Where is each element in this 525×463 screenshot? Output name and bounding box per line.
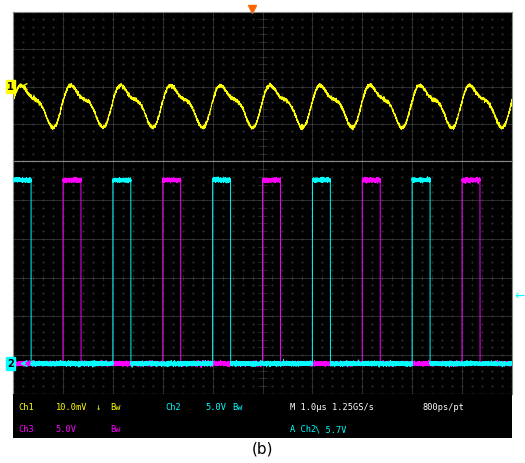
- Text: 5.0V: 5.0V: [205, 403, 226, 413]
- Text: Ch1: Ch1: [18, 403, 34, 413]
- Text: Bw: Bw: [110, 425, 121, 434]
- Text: 1: 1: [7, 81, 14, 92]
- Text: \ 5.7V: \ 5.7V: [315, 425, 346, 434]
- Text: Ch3: Ch3: [18, 425, 34, 434]
- Text: A Ch2: A Ch2: [290, 425, 316, 434]
- Text: Bw: Bw: [110, 403, 121, 413]
- Text: 2: 2: [7, 358, 14, 369]
- Text: M 1.0μs 1.25GS/s: M 1.0μs 1.25GS/s: [290, 403, 374, 413]
- Text: (b): (b): [252, 442, 273, 457]
- Text: ←: ←: [514, 290, 525, 303]
- Text: Bw: Bw: [233, 403, 243, 413]
- Text: ↓: ↓: [96, 403, 101, 413]
- Text: 800ps/pt: 800ps/pt: [422, 403, 464, 413]
- Text: 10.0mV: 10.0mV: [56, 403, 87, 413]
- Text: Ch2: Ch2: [165, 403, 181, 413]
- Text: 5.0V: 5.0V: [56, 425, 77, 434]
